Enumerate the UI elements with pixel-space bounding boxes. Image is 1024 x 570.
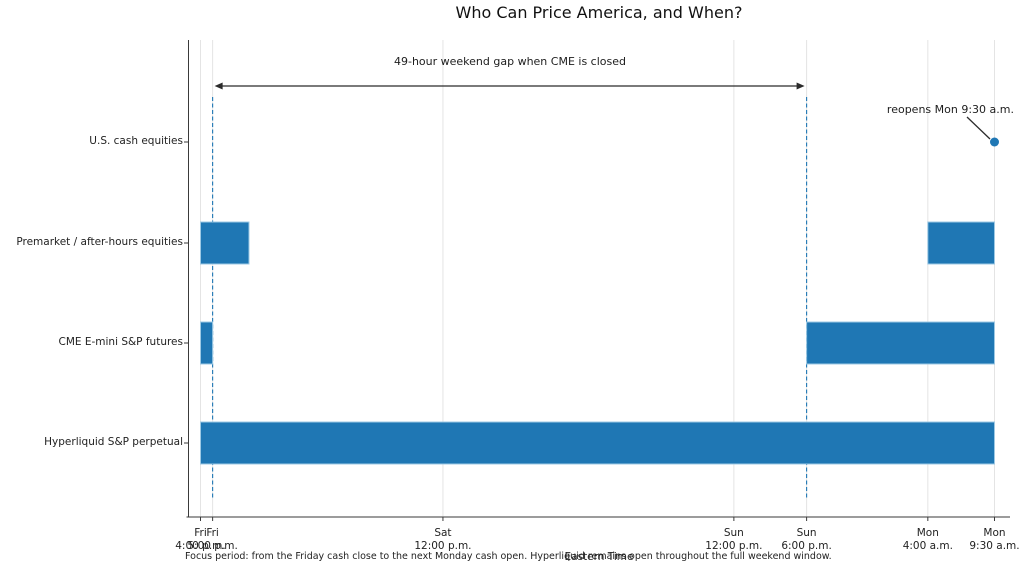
x-tick-label: Mon 4:00 a.m. <box>902 527 953 552</box>
chart-title: Who Can Price America, and When? <box>455 3 743 22</box>
session-bar <box>200 421 995 465</box>
x-tick-label: Sun 6:00 p.m. <box>781 527 832 552</box>
x-tick-label: Sun 12:00 p.m. <box>705 527 763 552</box>
gap-arrow-head-left <box>214 82 223 90</box>
reopen-marker-dot <box>990 137 999 147</box>
session-bar <box>200 221 250 265</box>
y-axis-label: U.S. cash equities <box>89 135 183 147</box>
reopen-annotation-text: reopens Mon 9:30 a.m. <box>886 103 1014 116</box>
x-tick-label: Fri 4:00 p.m. <box>175 527 226 552</box>
session-bar <box>927 221 995 265</box>
gap-arrow-head-right <box>796 82 805 90</box>
y-axis-label: CME E-mini S&P futures <box>58 336 183 348</box>
x-tick-label: Fri 5:00 p.m. <box>187 527 238 552</box>
y-axis-label: Premarket / after-hours equities <box>16 236 183 248</box>
chart-caption: Focus period: from the Friday cash close… <box>185 551 832 562</box>
x-tick-label: Mon 9:30 a.m. <box>969 527 1020 552</box>
reopen-annotation-pointer <box>966 116 991 140</box>
session-bar <box>806 321 995 365</box>
gap-annotation-text: 49-hour weekend gap when CME is closed <box>393 55 626 68</box>
x-tick-label: Sat 12:00 p.m. <box>414 527 472 552</box>
x-axis-title: Eastern Time <box>564 551 634 563</box>
y-axis-label: Hyperliquid S&P perpetual <box>44 436 183 448</box>
session-bar <box>200 321 214 365</box>
